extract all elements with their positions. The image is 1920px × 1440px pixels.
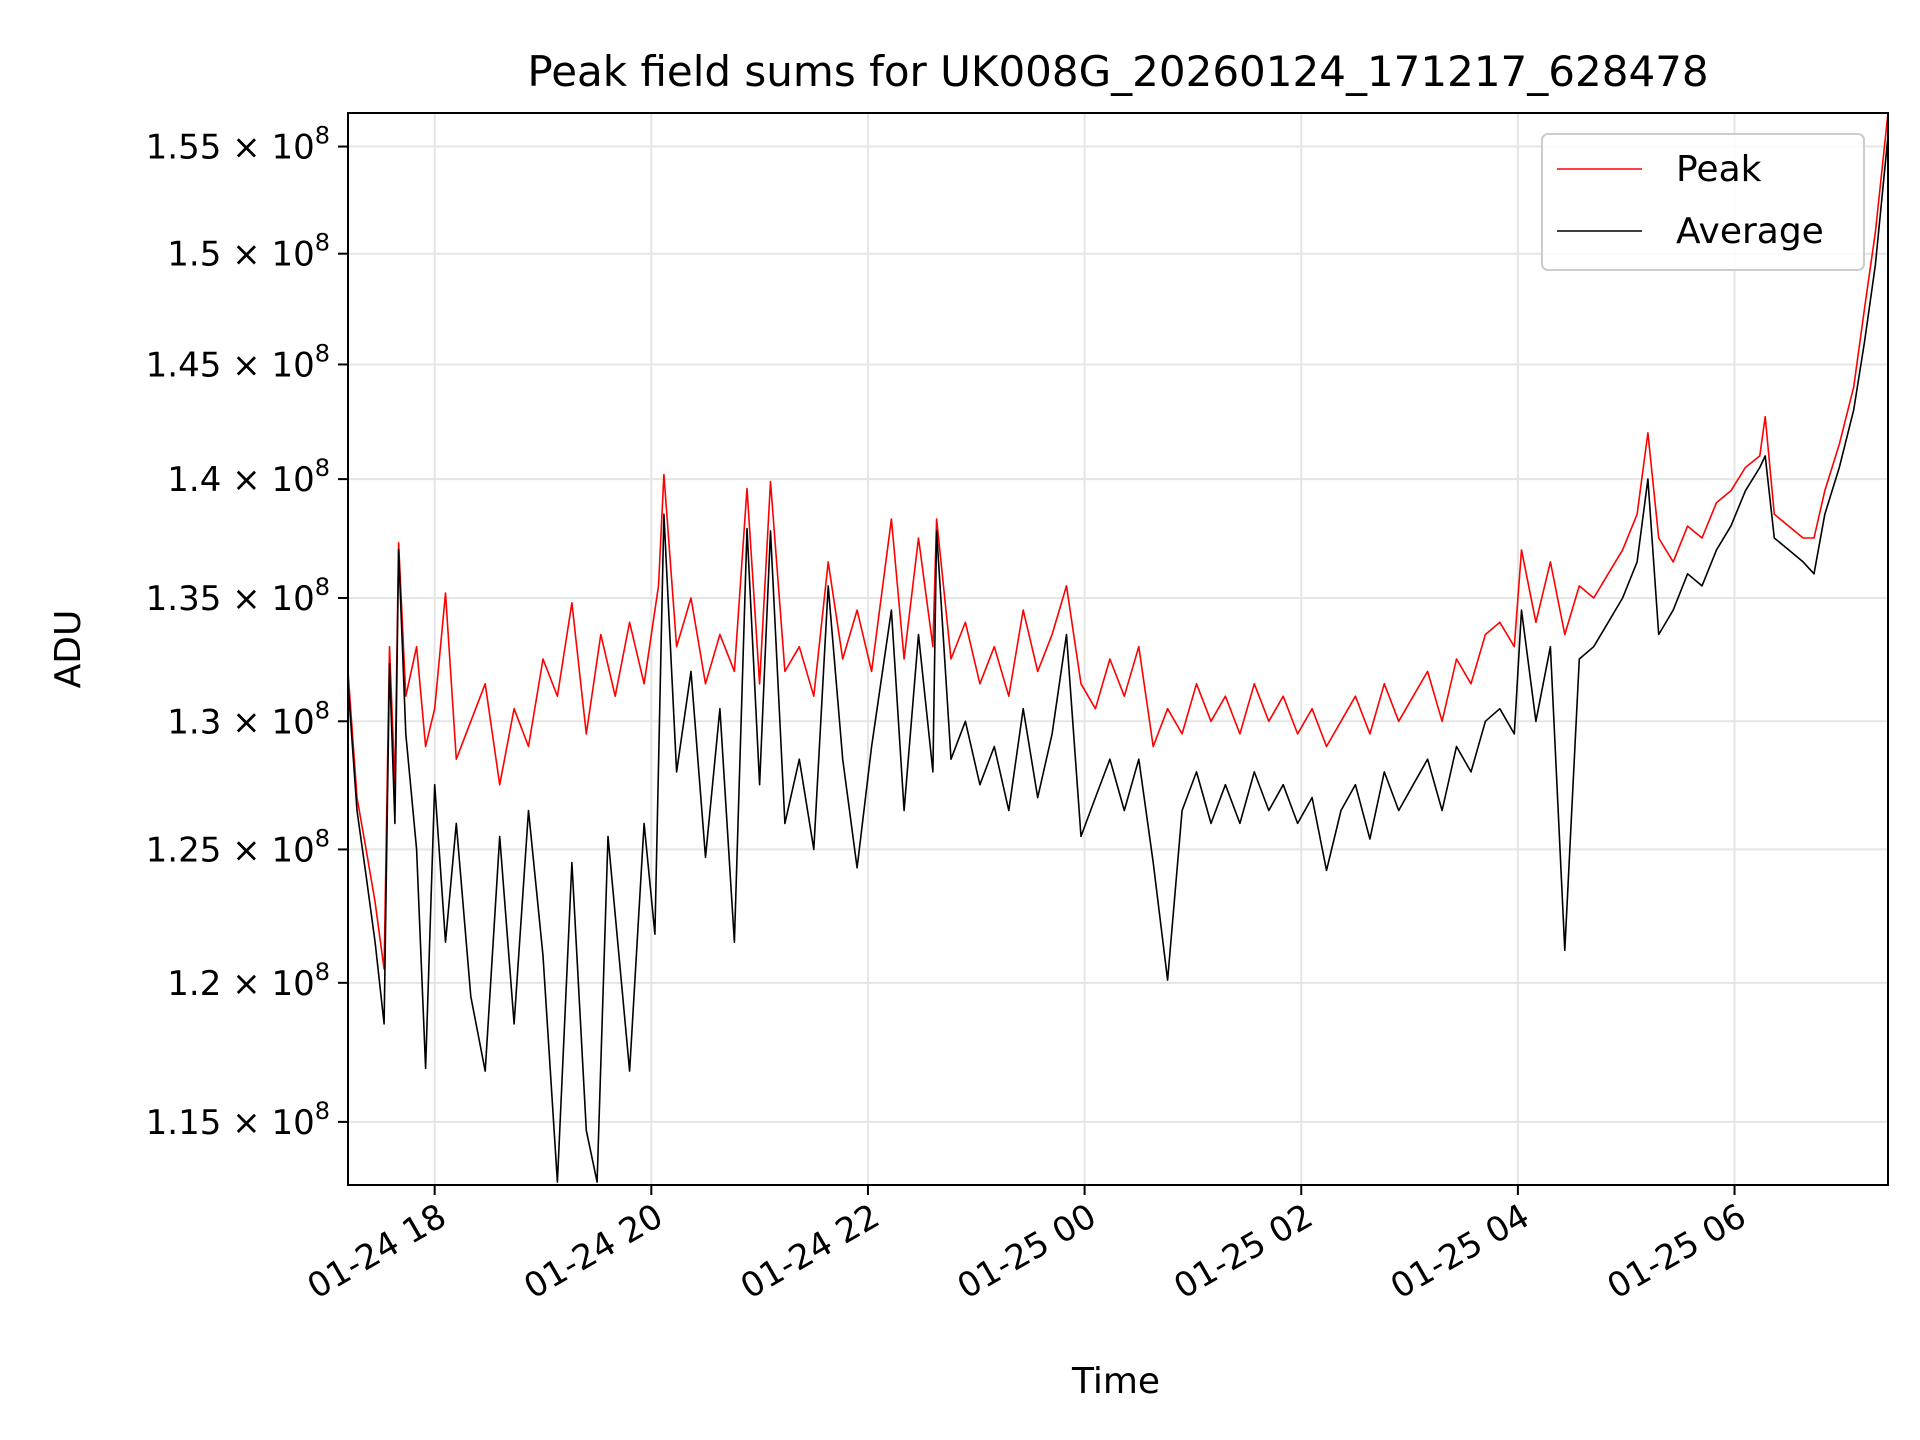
grid (348, 113, 1888, 1185)
y-tick-label-3: 1.3 × 108 (167, 696, 330, 742)
plot-frame (347, 112, 1889, 1186)
series-line-average (348, 135, 1888, 1183)
chart-title: Peak field sums for UK008G_20260124_1712… (527, 47, 1708, 96)
y-tick-label-5: 1.4 × 108 (167, 454, 330, 500)
series-line-peak (348, 113, 1888, 970)
y-axis-label: ADU (48, 610, 89, 689)
y-tick-label-8: 1.55 × 108 (146, 122, 330, 168)
y-axis: 1.15 × 108 1.2 × 108 1.25 × 108 1.3 × 108 1.… (146, 122, 348, 1143)
y-tick-label-6: 1.45 × 108 (146, 339, 330, 385)
legend-box (1541, 133, 1865, 271)
series-layer (348, 113, 1888, 1183)
legend-label-average: Average (1676, 211, 1824, 252)
y-tick-label-2: 1.25 × 108 (146, 824, 330, 870)
x-axis-label: Time (1071, 1361, 1160, 1402)
y-tick-label-7: 1.5 × 108 (167, 229, 330, 275)
legend: Peak Average (1541, 133, 1865, 271)
y-tick-label-4: 1.35 × 108 (146, 573, 330, 619)
y-tick-label-1: 1.2 × 108 (167, 958, 330, 1004)
y-tick-label-0: 1.15 × 108 (146, 1097, 330, 1143)
legend-label-peak: Peak (1676, 149, 1762, 190)
